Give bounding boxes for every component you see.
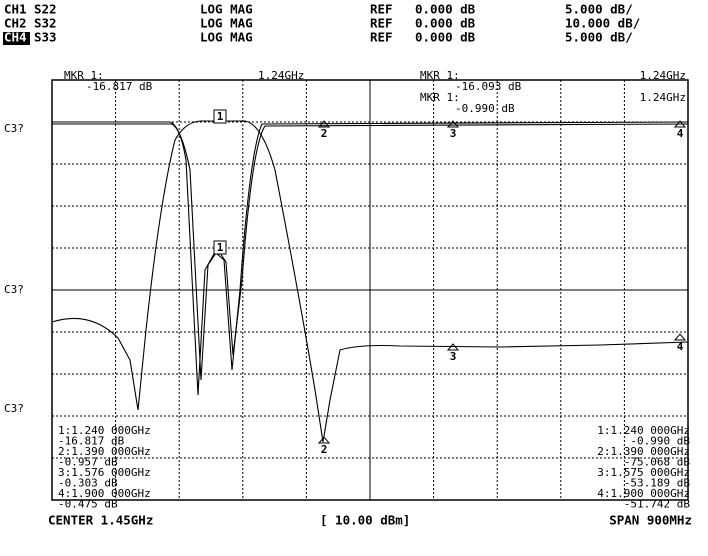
readout-right: -75.068 dB bbox=[624, 456, 691, 469]
marker-arrow bbox=[673, 120, 687, 128]
trace-marker: 3 bbox=[450, 350, 457, 363]
readout-left: 3:1.576 000GHz bbox=[58, 466, 151, 479]
header-param: S32 bbox=[34, 16, 57, 31]
header-scale: 5.000 dB/ bbox=[565, 30, 633, 45]
marker-value: -0.990 dB bbox=[455, 102, 515, 115]
trace-s32 bbox=[51, 120, 689, 443]
readout-right: -51.742 dB bbox=[624, 498, 691, 511]
trace-marker: 1 bbox=[217, 241, 224, 254]
readout-left: -0.303 dB bbox=[58, 477, 118, 490]
header-param: S22 bbox=[34, 2, 57, 17]
side-label: C3? bbox=[4, 402, 24, 415]
header-ref-label: REF bbox=[370, 30, 393, 45]
marker-value: -16.817 dB bbox=[86, 80, 153, 93]
marker-box bbox=[213, 240, 227, 255]
header-channel: CH4 bbox=[4, 30, 27, 45]
header-ref-value: 0.000 dB bbox=[415, 16, 476, 31]
side-label: C3? bbox=[4, 122, 24, 135]
header-scale: 5.000 dB/ bbox=[565, 2, 633, 17]
readout-right: 2:1.390 000GHz bbox=[597, 445, 690, 458]
header-ref-value: 0.000 dB bbox=[415, 30, 476, 45]
readout-left: -0.475 dB bbox=[58, 498, 118, 511]
header-ref-value: 0.000 dB bbox=[415, 2, 476, 17]
header-format: LOG MAG bbox=[200, 16, 253, 31]
marker-label: MKR 1: bbox=[64, 69, 104, 82]
trace-marker: 4 bbox=[677, 340, 684, 353]
marker-value: -16.093 dB bbox=[455, 80, 522, 93]
marker-freq: 1.24GHz bbox=[640, 69, 686, 82]
marker-freq: 1.24GHz bbox=[640, 91, 686, 104]
marker-arrow bbox=[317, 120, 331, 128]
side-label: C3? bbox=[4, 283, 24, 296]
marker-freq: 1.24GHz bbox=[258, 69, 304, 82]
readout-left: 1:1.240 000GHz bbox=[58, 424, 151, 437]
readout-right: 1:1.240 000GHz bbox=[597, 424, 690, 437]
trace-s33 bbox=[52, 123, 689, 381]
readout-right: 4:1.900 000GHz bbox=[597, 487, 690, 500]
readout-right: 3:1.575 000GHz bbox=[597, 466, 690, 479]
readout-left: 4:1.900 000GHz bbox=[58, 487, 151, 500]
header-ref-label: REF bbox=[370, 2, 393, 17]
readout-right: -0.990 dB bbox=[630, 435, 690, 448]
trace-marker: 2 bbox=[321, 127, 328, 140]
active-channel-highlight bbox=[3, 32, 30, 45]
marker-label: MKR 1: bbox=[420, 91, 460, 104]
header-format: LOG MAG bbox=[200, 2, 253, 17]
marker-arrow bbox=[317, 436, 331, 444]
trace-marker: 3 bbox=[450, 127, 457, 140]
trace-marker: 1 bbox=[217, 110, 224, 123]
readout-left: 2:1.390 000GHz bbox=[58, 445, 151, 458]
header-param: S33 bbox=[34, 30, 57, 45]
header-channel: CH1 bbox=[4, 2, 27, 17]
marker-arrow bbox=[446, 120, 460, 128]
readout-left: -0.957 dB bbox=[58, 456, 118, 469]
marker-box bbox=[213, 109, 227, 124]
footer-center: CENTER 1.45GHz bbox=[48, 513, 153, 528]
trace-marker: 4 bbox=[677, 127, 684, 140]
readout-left: -16.817 dB bbox=[58, 435, 125, 448]
marker-arrow bbox=[673, 333, 687, 341]
header-ref-label: REF bbox=[370, 16, 393, 31]
footer-power: [ 10.00 dBm] bbox=[320, 513, 410, 528]
header-format: LOG MAG bbox=[200, 30, 253, 45]
trace-marker: 2 bbox=[321, 443, 328, 456]
header-scale: 10.000 dB/ bbox=[565, 16, 640, 31]
marker-label: MKR 1: bbox=[420, 69, 460, 82]
header-channel: CH2 bbox=[4, 16, 27, 31]
marker-arrow bbox=[446, 343, 460, 351]
readout-right: -53.189 dB bbox=[624, 477, 691, 490]
footer-span: SPAN 900MHz bbox=[609, 513, 692, 528]
